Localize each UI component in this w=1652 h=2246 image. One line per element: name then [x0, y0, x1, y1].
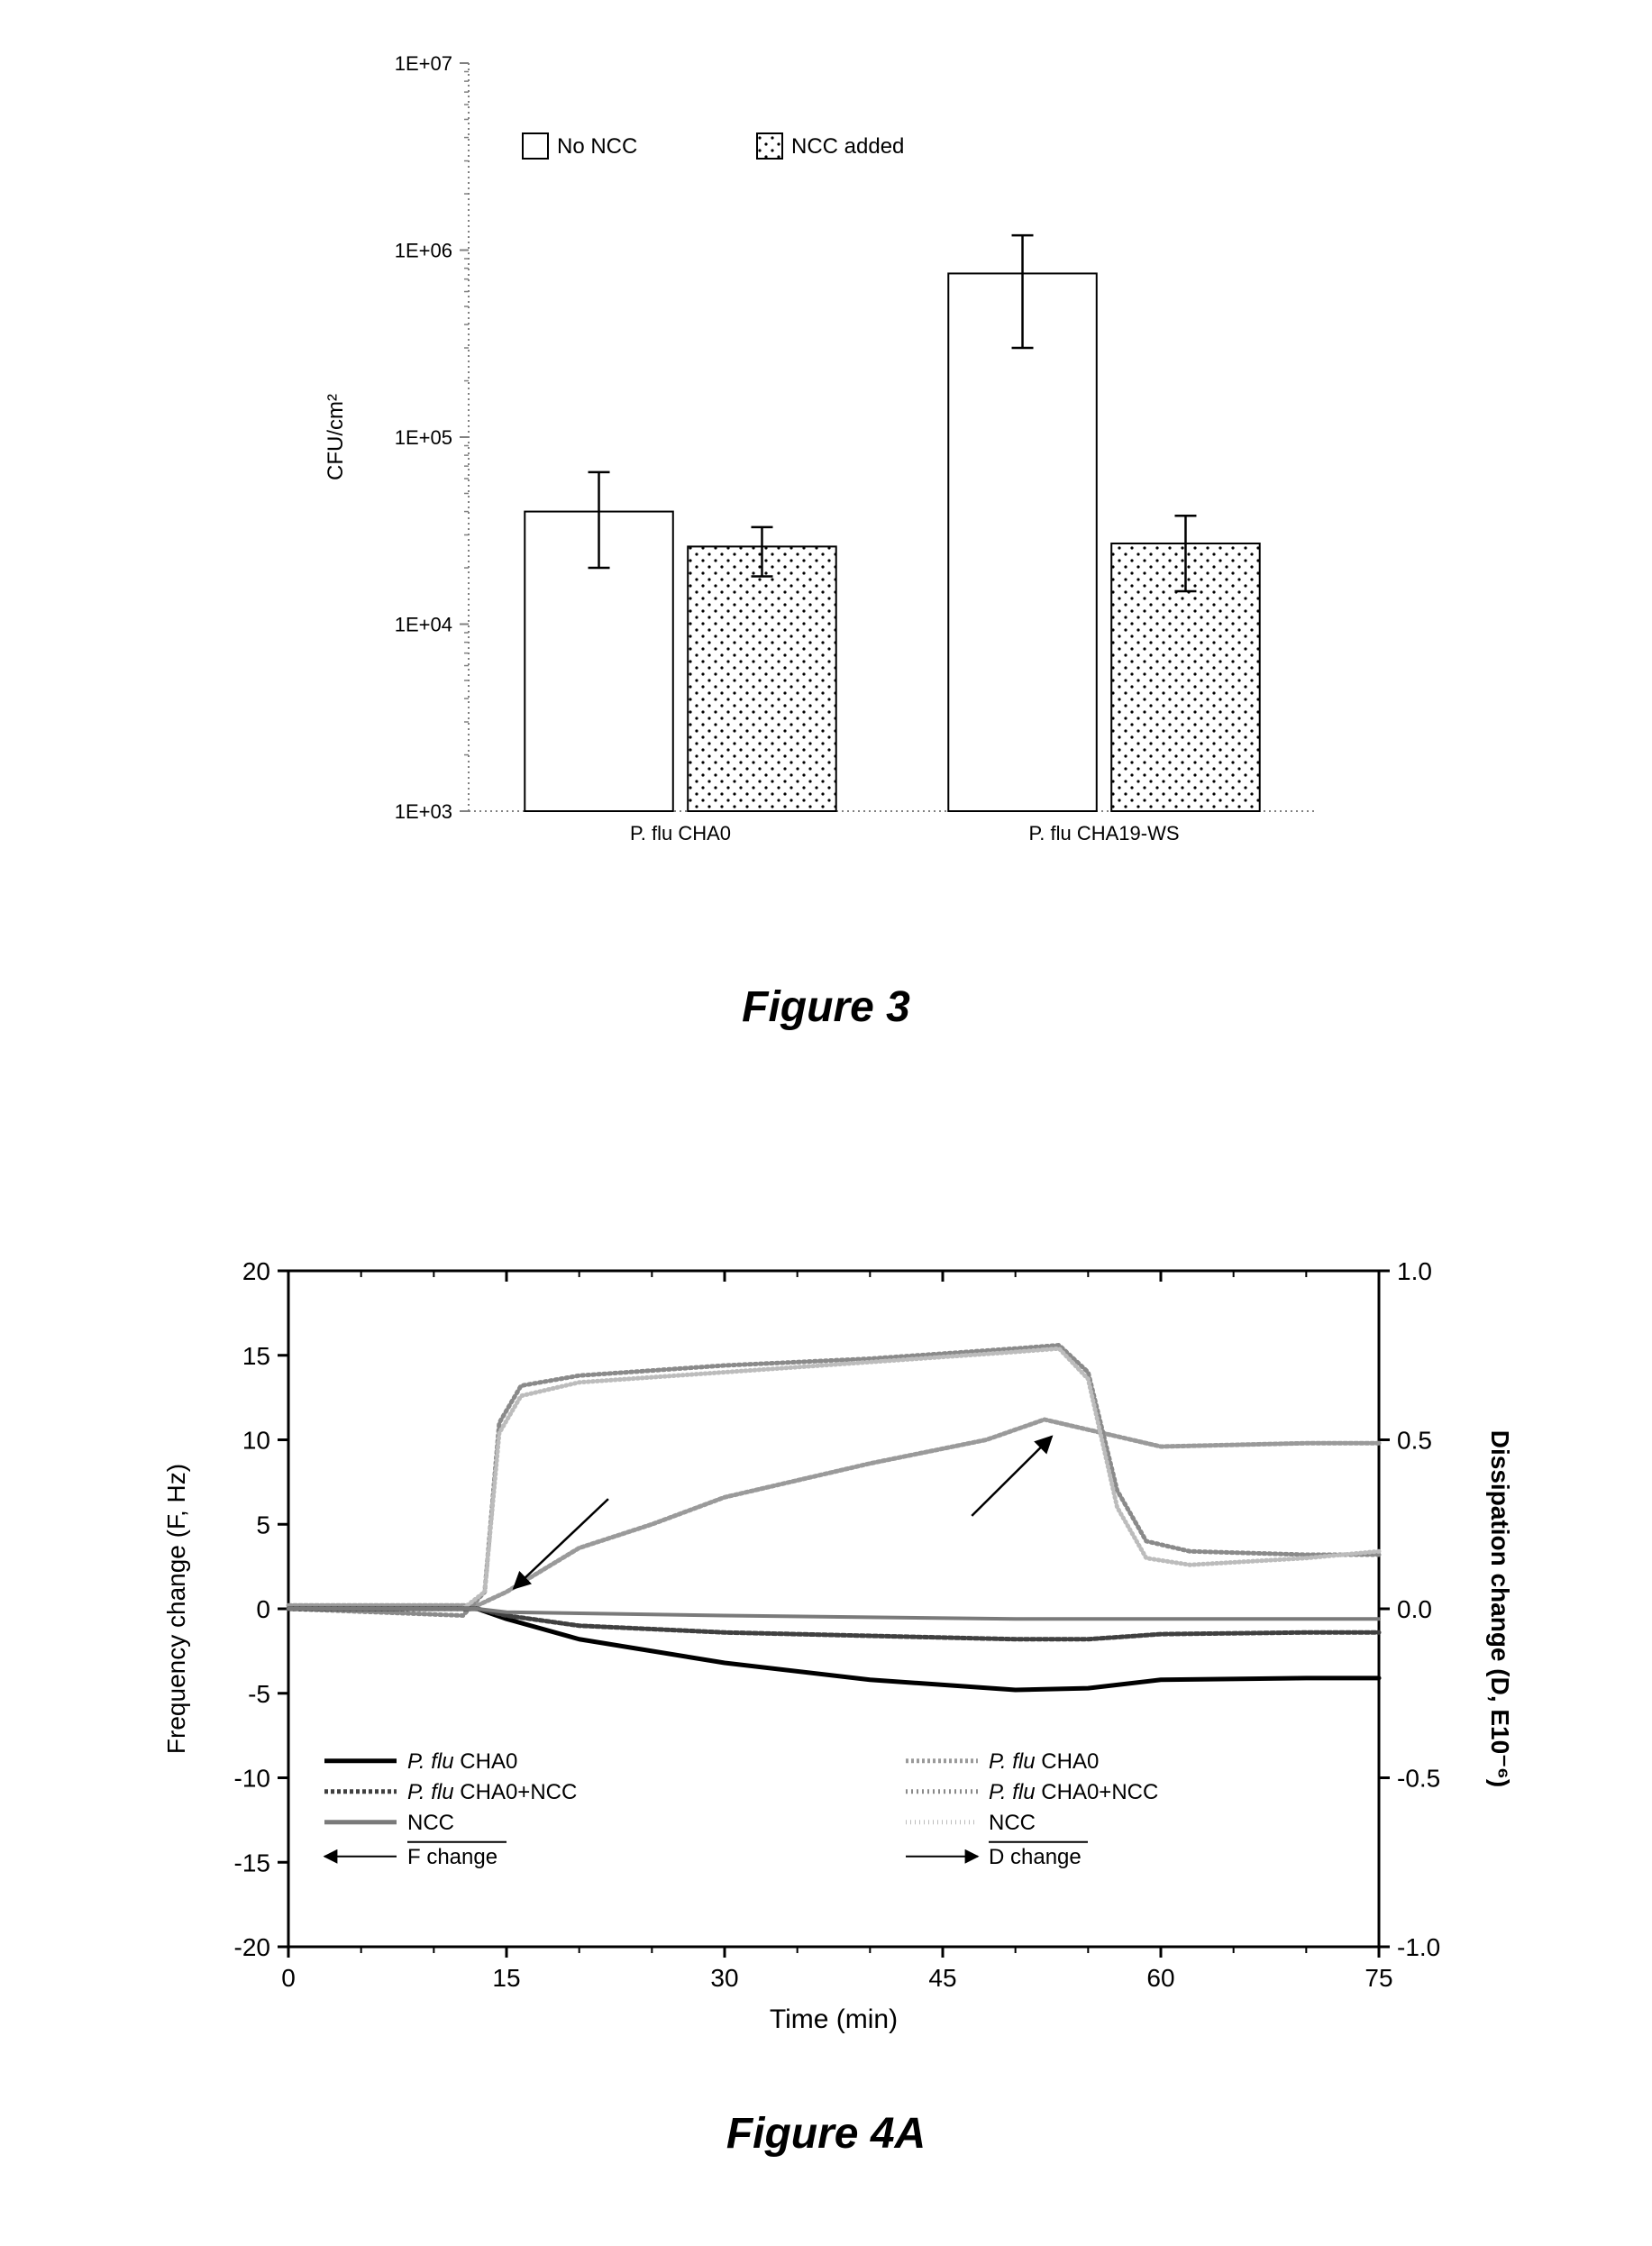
figure-3-svg: 1E+03 1E+04 1E+05 1E+06 1E+07 CFU/cm² P. flu C… — [270, 27, 1352, 883]
svg-text:P. flu CHA0+NCC: P. flu CHA0+NCC — [989, 1780, 1158, 1804]
svg-text:NCC: NCC — [989, 1811, 1036, 1835]
svg-text:1.0: 1.0 — [1397, 1257, 1432, 1285]
svg-text:-0.5: -0.5 — [1397, 1765, 1440, 1793]
figure-4a-chart: 0 15 30 45 60 75 Time (min) -20 -15 -10 -5 0 5 10 15 20… — [135, 1244, 1532, 2055]
svg-text:F change: F change — [407, 1845, 497, 1869]
svg-text:-1.0: -1.0 — [1397, 1933, 1440, 1961]
svg-text:CFU/cm²: CFU/cm² — [324, 394, 348, 480]
figure-4a-svg: 0 15 30 45 60 75 Time (min) -20 -15 -10 -5 0 5 10 15 20… — [135, 1244, 1532, 2055]
svg-text:0.0: 0.0 — [1397, 1595, 1432, 1623]
svg-text:60: 60 — [1146, 1964, 1174, 1992]
svg-text:75: 75 — [1364, 1964, 1392, 1992]
svg-text:Time (min): Time (min) — [770, 2004, 898, 2034]
figure-3-caption: Figure 3 — [0, 982, 1652, 1032]
svg-text:1E+05: 1E+05 — [395, 426, 452, 449]
svg-text:P. flu CHA0: P. flu CHA0 — [630, 822, 731, 845]
svg-text:1E+04: 1E+04 — [395, 614, 452, 636]
svg-text:-20: -20 — [234, 1933, 270, 1961]
svg-text:15: 15 — [242, 1342, 270, 1370]
svg-text:P. flu CHA0+NCC: P. flu CHA0+NCC — [407, 1780, 577, 1804]
svg-text:Frequency change (F, Hz): Frequency change (F, Hz) — [162, 1464, 190, 1754]
svg-text:NCC: NCC — [407, 1811, 454, 1835]
svg-text:15: 15 — [492, 1964, 520, 1992]
svg-text:20: 20 — [242, 1257, 270, 1285]
svg-text:P. flu CHA0: P. flu CHA0 — [407, 1749, 517, 1774]
svg-text:0: 0 — [281, 1964, 296, 1992]
figure-4a-caption: Figure 4A — [0, 2109, 1652, 2159]
figure-3-chart: 1E+03 1E+04 1E+05 1E+06 1E+07 CFU/cm² P. flu C… — [270, 27, 1352, 883]
svg-text:-15: -15 — [234, 1849, 270, 1876]
svg-text:10: 10 — [242, 1427, 270, 1455]
svg-text:-5: -5 — [248, 1680, 270, 1708]
svg-text:5: 5 — [256, 1511, 270, 1538]
svg-text:30: 30 — [710, 1964, 738, 1992]
svg-text:1E+07: 1E+07 — [395, 52, 452, 75]
svg-text:0.5: 0.5 — [1397, 1427, 1432, 1455]
svg-text:P. flu CHA19-WS: P. flu CHA19-WS — [1028, 822, 1179, 845]
svg-text:P. flu CHA0: P. flu CHA0 — [989, 1749, 1099, 1774]
svg-text:No NCC: No NCC — [557, 134, 637, 159]
svg-text:NCC added: NCC added — [791, 134, 904, 159]
svg-text:0: 0 — [256, 1595, 270, 1623]
svg-text:Dissipation change (D, E10⁻⁶): Dissipation change (D, E10⁻⁶) — [1486, 1430, 1514, 1787]
svg-text:45: 45 — [928, 1964, 956, 1992]
svg-text:1E+03: 1E+03 — [395, 800, 452, 823]
svg-text:-10: -10 — [234, 1765, 270, 1793]
svg-text:D change: D change — [989, 1845, 1082, 1869]
svg-text:1E+06: 1E+06 — [395, 240, 452, 262]
